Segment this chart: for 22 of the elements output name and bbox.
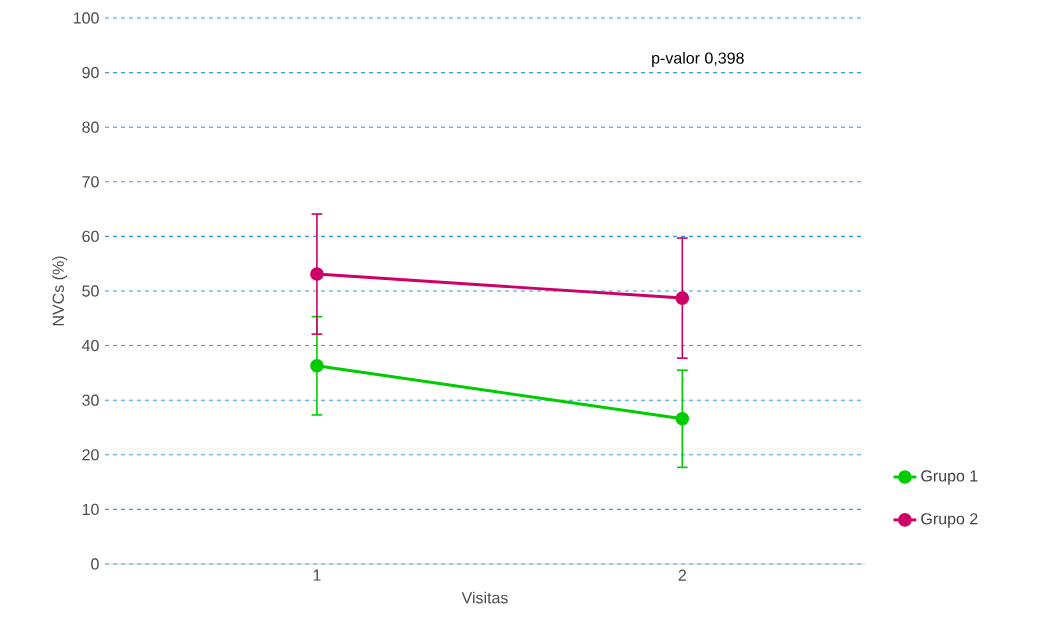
y-tick-label: 80 — [82, 121, 99, 133]
y-tick-label: 40 — [81, 339, 99, 352]
y-tick-label: 10 — [82, 503, 99, 516]
y-tick-label: 100 — [73, 12, 99, 24]
point — [675, 291, 690, 305]
y-tick-label: 30 — [82, 394, 99, 406]
point — [310, 358, 324, 373]
legend-label: Grupo 2 — [921, 513, 978, 528]
x-tick-label: 2 — [678, 569, 686, 581]
y-tick-label: 20 — [82, 449, 99, 461]
y-tick-label: 70 — [82, 176, 99, 188]
legend-label: Grupo 1 — [921, 470, 978, 485]
point — [675, 411, 690, 426]
y-axis-title: NVCs (%) — [52, 256, 68, 326]
point — [310, 267, 324, 281]
y-tick-label: 60 — [82, 230, 99, 243]
annotation: p-valor 0,398 — [652, 52, 744, 67]
y-tick-label: 50 — [82, 285, 99, 297]
x-tick-label: 1 — [313, 569, 321, 581]
x-axis-title: Visitas — [461, 591, 508, 604]
y-tick-label: 0 — [91, 558, 99, 570]
y-tick-label: 90 — [82, 66, 99, 79]
